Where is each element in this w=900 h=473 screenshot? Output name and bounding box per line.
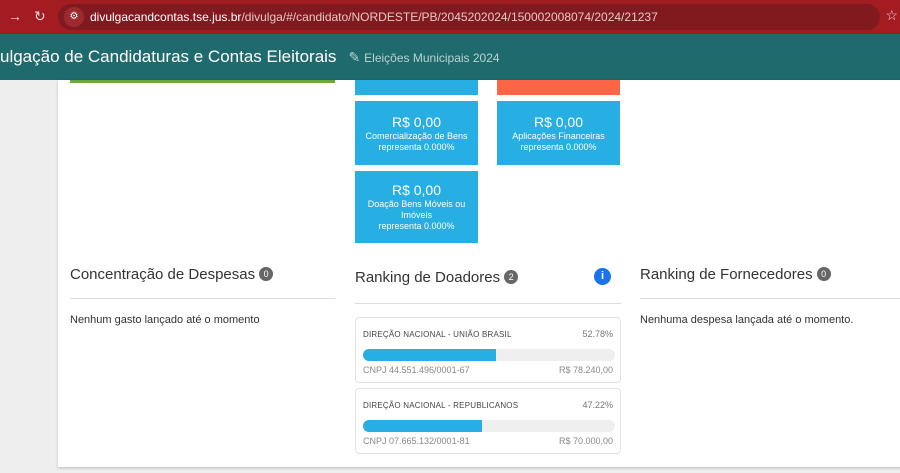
orange-tile-edge bbox=[497, 80, 620, 95]
fornecedores-heading: Ranking de Fornecedores 0 bbox=[640, 266, 831, 283]
donor-progress-fill bbox=[363, 420, 482, 432]
donor-progress-fill bbox=[363, 349, 496, 361]
donor-name: DIREÇÃO NACIONAL - UNIÃO BRASIL bbox=[363, 330, 512, 339]
despesas-title: Concentração de Despesas bbox=[70, 266, 256, 283]
despesas-empty-message: Nenhum gasto lançado até o momento bbox=[70, 314, 260, 326]
green-tile-edge bbox=[70, 80, 335, 83]
fornecedores-count-badge: 0 bbox=[816, 267, 831, 281]
side-gutter bbox=[0, 80, 58, 473]
doadores-heading: Ranking de Doadores 2 bbox=[355, 269, 519, 286]
election-selector[interactable]: ✎ Eleições Municipais 2024 bbox=[348, 49, 499, 66]
site-settings-icon[interactable]: ⚙ bbox=[64, 7, 84, 27]
url-path: /divulga/#/candidato/NORDESTE/PB/2045202… bbox=[241, 10, 658, 24]
donor-progress-bar bbox=[363, 349, 615, 361]
tile-label: Aplicações Financeiras bbox=[512, 130, 605, 141]
reload-icon[interactable]: ↻ bbox=[34, 8, 46, 24]
donor-item[interactable]: DIREÇÃO NACIONAL - REPUBLICANOS 47.22% C… bbox=[355, 388, 621, 454]
tile-value: R$ 0,00 bbox=[391, 113, 442, 130]
tile-share: representa 0.000% bbox=[378, 221, 455, 231]
browser-toolbar: → ↻ ⚙ divulgacandcontas.tse.jus.br/divul… bbox=[0, 0, 900, 34]
doadores-title: Ranking de Doadores bbox=[355, 269, 501, 286]
donor-amount: R$ 70.000,00 bbox=[558, 436, 613, 446]
doadores-count-badge: 2 bbox=[504, 270, 519, 284]
forward-icon[interactable]: → bbox=[8, 8, 22, 24]
blue-tile-edge bbox=[355, 80, 478, 95]
fornecedores-title: Ranking de Fornecedores bbox=[640, 266, 813, 283]
donor-amount: R$ 78.240,00 bbox=[558, 365, 613, 375]
tile-value: R$ 0,00 bbox=[533, 113, 584, 130]
url-host: divulgacandcontas.tse.jus.br bbox=[90, 10, 242, 24]
tile-aplicacoes: R$ 0,00 Aplicações Financeiras represent… bbox=[497, 101, 620, 165]
donor-percent: 52.78% bbox=[582, 329, 613, 339]
donor-percent: 47.22% bbox=[582, 400, 613, 410]
fornecedores-empty-message: Nenhuma despesa lançada até o momento. bbox=[640, 314, 854, 326]
app-title: ulgação de Candidaturas e Contas Eleitor… bbox=[0, 47, 337, 66]
donor-name: DIREÇÃO NACIONAL - REPUBLICANOS bbox=[363, 401, 519, 410]
app-header: ulgação de Candidaturas e Contas Eleitor… bbox=[0, 34, 900, 80]
bookmark-star-icon[interactable]: ☆ bbox=[885, 7, 898, 23]
tile-label: Doação Bens Móveis ou Imóveis bbox=[367, 199, 466, 220]
tile-value: R$ 0,00 bbox=[391, 182, 442, 198]
divider bbox=[640, 298, 900, 299]
info-icon[interactable]: i bbox=[594, 268, 611, 285]
donor-cnpj: CNPJ 44.551.496/0001-67 bbox=[363, 365, 470, 375]
tile-share: representa 0.000% bbox=[378, 141, 455, 152]
tile-doacao-bens: R$ 0,00 Doação Bens Móveis ou Imóveis re… bbox=[355, 171, 478, 243]
tile-label: Comercialização de Bens bbox=[365, 130, 468, 141]
tile-share: representa 0.000% bbox=[520, 141, 597, 152]
donor-cnpj: CNPJ 07.665.132/0001-81 bbox=[363, 436, 470, 446]
donor-progress-bar bbox=[363, 420, 615, 432]
despesas-count-badge: 0 bbox=[259, 267, 274, 281]
donor-item[interactable]: DIREÇÃO NACIONAL - UNIÃO BRASIL 52.78% C… bbox=[355, 317, 621, 383]
election-label: Eleições Municipais 2024 bbox=[364, 50, 500, 65]
divider bbox=[355, 303, 621, 304]
address-bar[interactable]: ⚙ divulgacandcontas.tse.jus.br/divulga/#… bbox=[58, 4, 880, 30]
tile-comercializacao: R$ 0,00 Comercialização de Bens represen… bbox=[355, 101, 478, 165]
divider bbox=[70, 298, 335, 299]
edit-icon: ✎ bbox=[348, 48, 361, 65]
despesas-heading: Concentração de Despesas 0 bbox=[70, 266, 274, 283]
